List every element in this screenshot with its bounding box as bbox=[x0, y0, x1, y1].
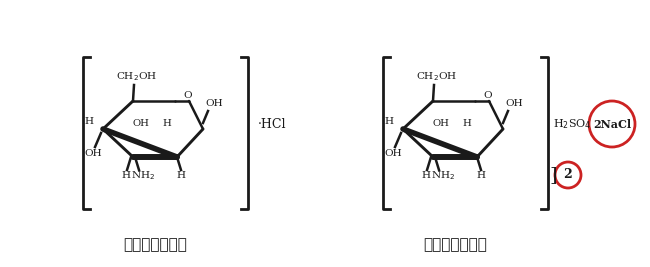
Text: O: O bbox=[184, 91, 192, 100]
Text: 硫酸氨基葡萄糖: 硫酸氨基葡萄糖 bbox=[423, 238, 487, 253]
Text: 2: 2 bbox=[564, 168, 573, 182]
Text: 2NaCl: 2NaCl bbox=[593, 119, 631, 129]
Text: H: H bbox=[421, 171, 430, 180]
Text: H: H bbox=[384, 117, 393, 127]
Text: H: H bbox=[162, 119, 172, 128]
Text: CH$_2$OH: CH$_2$OH bbox=[415, 70, 456, 83]
Text: OH: OH bbox=[384, 150, 402, 159]
Text: NH$_2$: NH$_2$ bbox=[431, 170, 455, 182]
Text: H: H bbox=[122, 171, 131, 180]
Text: OH: OH bbox=[432, 119, 449, 128]
Text: H: H bbox=[476, 171, 486, 180]
Text: OH: OH bbox=[205, 100, 223, 108]
Text: NH$_2$: NH$_2$ bbox=[131, 170, 155, 182]
Text: H$_2$SO$_4$: H$_2$SO$_4$ bbox=[553, 117, 592, 131]
Text: H: H bbox=[177, 171, 185, 180]
Text: ]: ] bbox=[549, 166, 556, 184]
Text: CH$_2$OH: CH$_2$OH bbox=[116, 70, 157, 83]
Text: OH: OH bbox=[133, 119, 150, 128]
Text: 盐酸氨基葡萄糖: 盐酸氨基葡萄糖 bbox=[123, 238, 187, 253]
Text: H: H bbox=[84, 117, 93, 127]
Text: H: H bbox=[463, 119, 471, 128]
Text: OH: OH bbox=[505, 100, 523, 108]
Text: O: O bbox=[484, 91, 492, 100]
Text: OH: OH bbox=[84, 150, 102, 159]
Text: ·HCl: ·HCl bbox=[258, 117, 287, 131]
